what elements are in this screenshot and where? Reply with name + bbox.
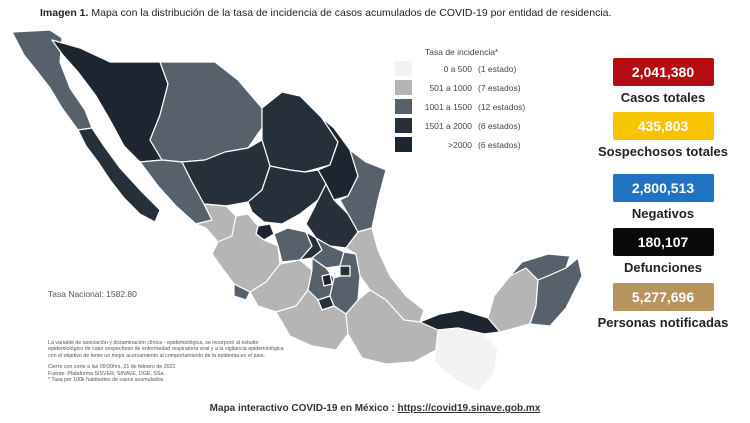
- map-title: Imagen 1. Mapa con la distribución de la…: [40, 7, 611, 19]
- legend-count: (6 estados): [478, 139, 521, 150]
- state-quintana-roo[interactable]: [529, 257, 583, 327]
- legend-row: 0 a 500 (1 estado): [395, 60, 525, 77]
- stat-value-box: 180,107: [612, 228, 714, 256]
- tasa-nacional: Tasa Nacional: 1582.80: [48, 289, 137, 299]
- legend-range: >2000: [448, 139, 472, 150]
- stat-label: Negativos: [631, 206, 695, 221]
- legend-row: 1001 a 1500 (12 estados): [395, 98, 525, 115]
- legend-row: 1501 a 2000 (6 estados): [395, 117, 525, 134]
- legend-swatch: [395, 137, 412, 152]
- legend-count: (12 estados): [478, 101, 526, 112]
- title-text: Mapa con la distribución de la tasa de i…: [88, 7, 612, 19]
- footer-link[interactable]: https://covid19.sinave.gob.mx: [397, 403, 541, 414]
- legend-range: 1001 a 1500: [424, 101, 472, 112]
- state-colima[interactable]: [233, 283, 251, 301]
- note-line: La variable de asociación y dictaminació…: [48, 340, 259, 346]
- state-tlaxcala[interactable]: [339, 265, 351, 277]
- stat-value-box: 2,041,380: [612, 58, 714, 86]
- state-baja-california-sur[interactable]: [77, 127, 161, 223]
- legend-count: (6 estados): [478, 120, 521, 131]
- stat-casos-totales: 2,041,380 Casos totales: [588, 58, 738, 105]
- stat-negativos: 2,800,513 Negativos: [588, 174, 738, 221]
- legend-swatch: [395, 61, 412, 76]
- legend-swatch: [395, 80, 412, 95]
- mexico-map: [11, 29, 583, 393]
- note-line: epidemiológico de caso sospechoso de enf…: [48, 346, 284, 353]
- legend-swatch: [395, 118, 412, 133]
- footnotes: La variable de asociación y dictaminació…: [48, 340, 348, 383]
- note-line: con el objetivo de tener un mejor acerca…: [48, 352, 266, 359]
- stat-value-box: 5,277,696: [612, 283, 714, 311]
- stat-label: Casos totales: [620, 90, 706, 105]
- map-legend: Tasa de incidencia* 0 a 500 (1 estado) 5…: [395, 47, 525, 155]
- stat-defunciones: 180,107 Defunciones: [588, 228, 738, 275]
- stat-label: Sospechosos totales: [597, 144, 729, 159]
- legend-count: (1 estado): [478, 63, 517, 74]
- legend-count: (7 estados): [478, 82, 521, 93]
- legend-row: >2000 (6 estados): [395, 136, 525, 153]
- note-line: Fuente: Plataforma SISVER, SINAVE, DGE, …: [48, 370, 165, 377]
- legend-title: Tasa de incidencia*: [425, 47, 499, 57]
- stat-sospechosos-totales: 435,803 Sospechosos totales: [588, 112, 738, 159]
- stat-value-box: 435,803: [612, 112, 714, 140]
- state-coahuila[interactable]: [261, 91, 339, 173]
- state-hidalgo[interactable]: [311, 237, 345, 269]
- legend-swatch: [395, 99, 412, 114]
- state-chiapas[interactable]: [433, 327, 499, 393]
- note-line: Cierre con corte a las 09:00hrs, 21 de f…: [48, 364, 176, 371]
- stat-label: Defunciones: [623, 260, 702, 275]
- stat-personas-notificadas: 5,277,696 Personas notificadas: [588, 283, 738, 330]
- stat-value-box: 2,800,513: [612, 174, 714, 202]
- legend-row: 501 a 1000 (7 estados): [395, 79, 525, 96]
- footer-label: Mapa interactivo COVID-19 en México :: [209, 403, 395, 414]
- state-cdmx[interactable]: [321, 273, 333, 287]
- footer: Mapa interactivo COVID-19 en México : ht…: [0, 403, 750, 414]
- state-baja-california[interactable]: [11, 29, 93, 131]
- legend-range: 501 a 1000: [429, 82, 472, 93]
- state-chihuahua[interactable]: [149, 61, 263, 163]
- legend-range: 1501 a 2000: [424, 120, 472, 131]
- title-prefix: Imagen 1.: [40, 7, 89, 19]
- stat-label: Personas notificadas: [597, 315, 729, 330]
- legend-range: 0 a 500: [443, 63, 472, 74]
- note-line: * Tasa por 100k habitantes de casos acum…: [48, 377, 165, 384]
- state-guerrero[interactable]: [275, 289, 349, 351]
